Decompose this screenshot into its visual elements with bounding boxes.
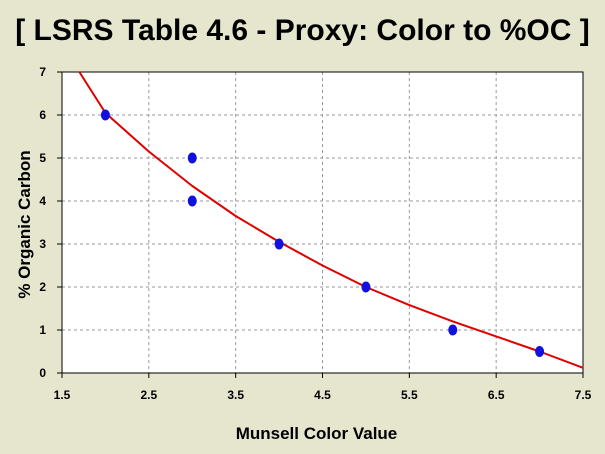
- y-tick-label: 3: [39, 237, 46, 251]
- y-tick-label: 4: [39, 194, 46, 208]
- y-tick-label: 2: [39, 280, 46, 294]
- x-tick-label: 4.5: [314, 388, 331, 402]
- data-point: [448, 324, 458, 336]
- y-tick-label: 6: [39, 108, 46, 122]
- chart-title: [ LSRS Table 4.6 - Proxy: Color to %OC ]: [15, 14, 590, 47]
- y-tick-label: 0: [39, 366, 46, 380]
- x-tick-label: 3.5: [227, 388, 244, 402]
- data-point: [187, 152, 197, 164]
- y-tick-label: 5: [39, 151, 46, 165]
- data-point: [361, 281, 371, 293]
- x-axis-label: Munsell Color Value: [236, 424, 398, 443]
- data-point: [535, 346, 545, 357]
- data-point: [100, 109, 110, 121]
- y-tick-label: 1: [39, 323, 46, 337]
- y-axis-label: % Organic Carbon: [15, 150, 34, 298]
- x-tick-label: 1.5: [54, 388, 71, 402]
- x-tick-label: 2.5: [140, 388, 157, 402]
- fit-curve: [78, 71, 584, 369]
- data-point: [187, 195, 197, 207]
- y-tick-label: 7: [39, 65, 46, 79]
- x-tick-label: 5.5: [401, 388, 418, 402]
- x-tick-label: 6.5: [488, 388, 505, 402]
- x-tick-label: 7.5: [575, 388, 592, 402]
- data-point: [274, 238, 284, 250]
